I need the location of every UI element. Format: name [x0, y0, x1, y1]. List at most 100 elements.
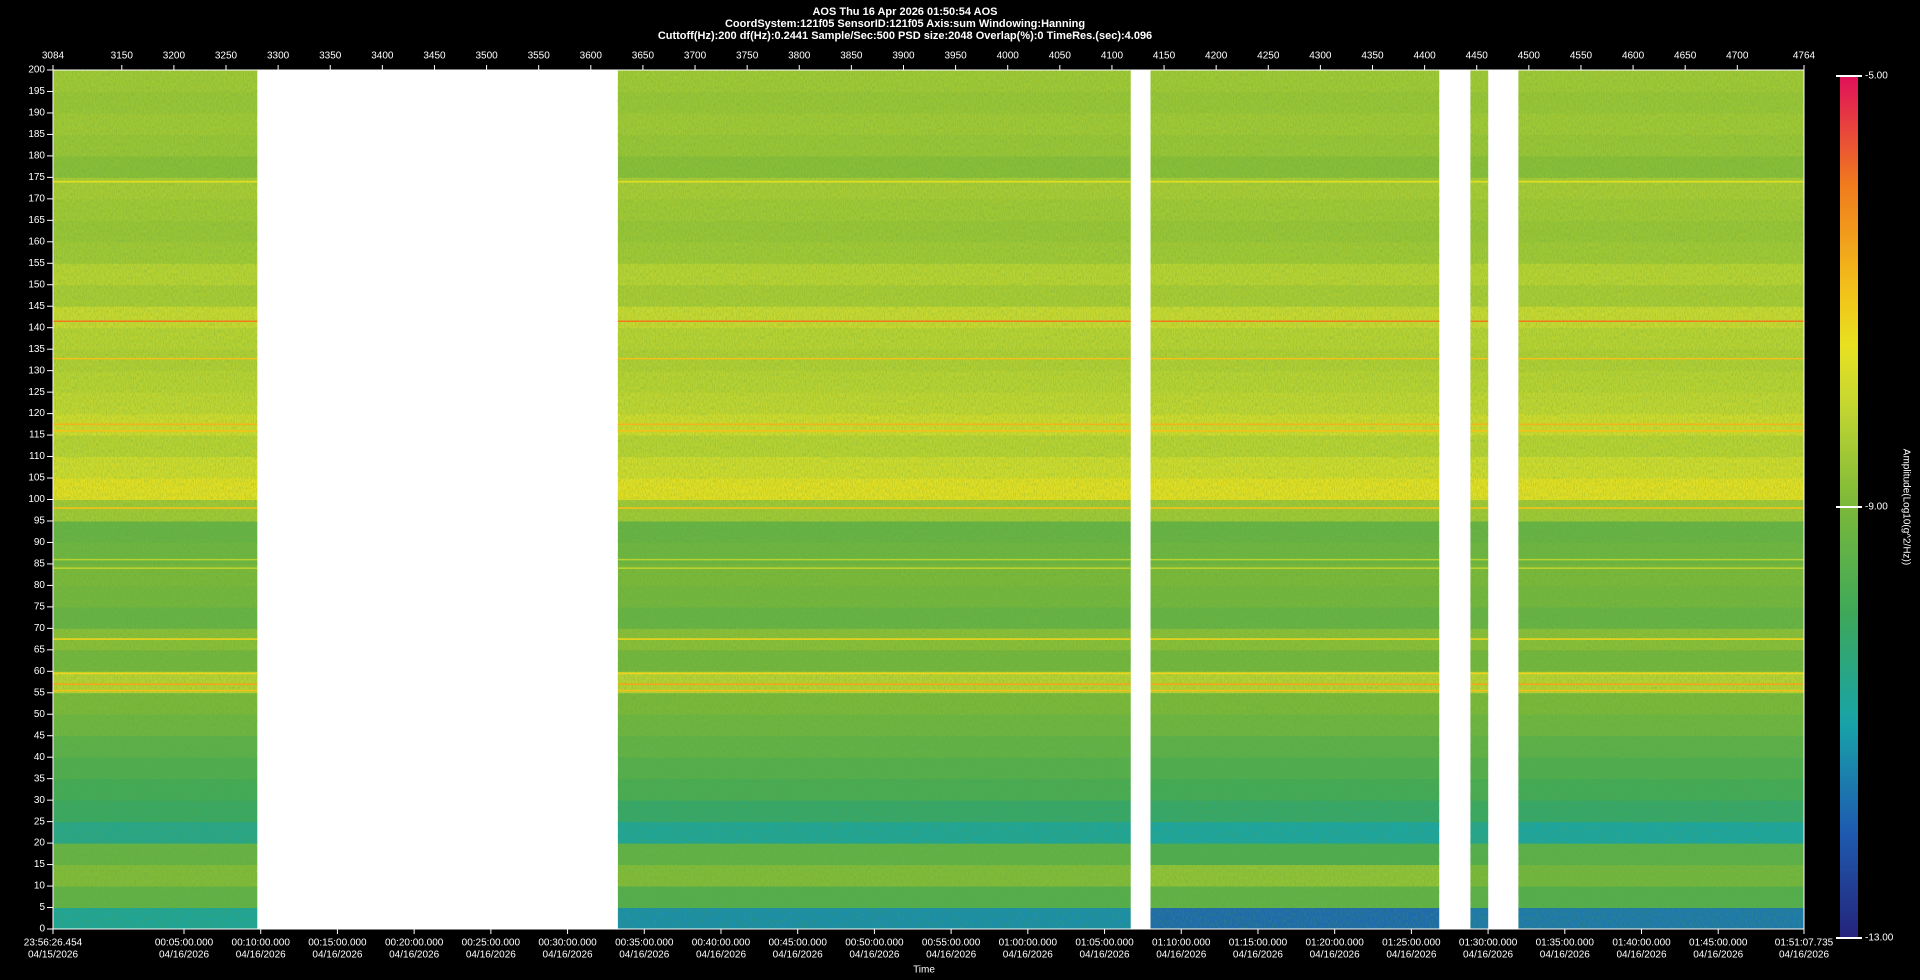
data-column	[53, 70, 258, 930]
colorbar-tick-label: -5.00	[1865, 71, 1888, 82]
x-tick-label: 3750	[736, 51, 759, 62]
colorbar-tick-label: -13.00	[1865, 933, 1894, 944]
time-tick-date: 04/16/2026	[1003, 950, 1053, 961]
time-tick-label: 00:25:00.000	[462, 938, 521, 949]
time-tick-label: 00:55:00.000	[922, 938, 981, 949]
y-tick-label: 20	[34, 838, 46, 849]
x-tick-label: 3650	[632, 51, 655, 62]
time-tick-label: 01:35:00.000	[1536, 938, 1595, 949]
time-tick-label: 00:05:00.000	[155, 938, 214, 949]
y-tick-label: 25	[34, 816, 46, 827]
y-tick-label: 125	[28, 387, 45, 398]
time-tick-label: 01:00:00.000	[999, 938, 1058, 949]
x-tick-label: 4000	[997, 51, 1020, 62]
x-axis-title: Time	[913, 965, 935, 976]
time-tick-label: 01:10:00.000	[1152, 938, 1211, 949]
time-tick-date: 04/16/2026	[1080, 950, 1130, 961]
y-tick-label: 10	[34, 881, 46, 892]
y-tick-label: 60	[34, 666, 46, 677]
time-tick-date: 04/16/2026	[1693, 950, 1743, 961]
time-tick-label: 01:45:00.000	[1689, 938, 1748, 949]
x-tick-label: 3800	[788, 51, 811, 62]
colorbar-title: Amplitude(Log10(g^2/Hz))	[1900, 449, 1911, 565]
x-tick-label: 4764	[1793, 51, 1816, 62]
y-tick-label: 180	[28, 151, 45, 162]
y-tick-label: 30	[34, 795, 46, 806]
x-tick-label: 4500	[1518, 51, 1541, 62]
y-tick-label: 65	[34, 644, 46, 655]
y-tick-label: 80	[34, 580, 46, 591]
y-tick-label: 70	[34, 623, 46, 634]
x-tick-label: 3550	[528, 51, 551, 62]
x-tick-label: 4450	[1466, 51, 1489, 62]
header-line: CoordSystem:121f05 SensorID:121f05 Axis:…	[725, 18, 1085, 30]
data-column	[617, 70, 1131, 930]
time-tick-label: 01:25:00.000	[1382, 938, 1441, 949]
time-tick-label: 00:35:00.000	[615, 938, 674, 949]
x-tick-label: 4100	[1101, 51, 1124, 62]
time-tick-date: 04/16/2026	[619, 950, 669, 961]
time-tick-date: 04/15/2026	[28, 950, 78, 961]
x-tick-label: 3400	[371, 51, 394, 62]
noise-texture	[53, 70, 258, 929]
y-tick-label: 55	[34, 687, 46, 698]
time-tick-date: 04/16/2026	[773, 950, 823, 961]
y-tick-label: 45	[34, 730, 46, 741]
time-tick-date: 04/16/2026	[236, 950, 286, 961]
y-tick-label: 175	[28, 172, 45, 183]
time-tick-label: 00:50:00.000	[845, 938, 904, 949]
time-tick-label: 01:15:00.000	[1229, 938, 1288, 949]
noise-texture	[617, 70, 1131, 929]
x-tick-label: 3900	[892, 51, 915, 62]
data-column	[1470, 70, 1489, 930]
y-tick-label: 130	[28, 365, 45, 376]
y-tick-label: 170	[28, 193, 45, 204]
y-tick-label: 190	[28, 108, 45, 119]
x-tick-label: 4350	[1361, 51, 1384, 62]
time-tick-label: 00:20:00.000	[385, 938, 444, 949]
x-tick-label: 4200	[1205, 51, 1228, 62]
time-tick-label: 23:56:26.454	[24, 938, 83, 949]
x-tick-label: 3700	[684, 51, 707, 62]
y-tick-label: 110	[29, 451, 45, 462]
noise-texture	[1470, 70, 1489, 929]
y-tick-label: 95	[34, 516, 46, 527]
y-tick-label: 145	[28, 301, 45, 312]
time-tick-label: 01:30:00.000	[1459, 938, 1518, 949]
y-tick-label: 40	[34, 752, 46, 763]
y-tick-label: 5	[39, 902, 45, 913]
x-tick-label: 4300	[1309, 51, 1332, 62]
time-tick-date: 04/16/2026	[849, 950, 899, 961]
y-tick-label: 35	[34, 773, 46, 784]
y-tick-label: 120	[28, 408, 45, 419]
time-tick-label: 00:15:00.000	[308, 938, 367, 949]
time-tick-date: 04/16/2026	[159, 950, 209, 961]
y-tick-label: 115	[29, 430, 45, 441]
time-tick-date: 04/16/2026	[926, 950, 976, 961]
time-tick-date: 04/16/2026	[696, 950, 746, 961]
time-tick-date: 04/16/2026	[1779, 950, 1829, 961]
time-tick-date: 04/16/2026	[543, 950, 593, 961]
y-tick-label: 105	[28, 473, 45, 484]
y-tick-label: 135	[28, 344, 45, 355]
x-tick-label: 4250	[1257, 51, 1280, 62]
x-tick-label: 4050	[1049, 51, 1072, 62]
time-tick-date: 04/16/2026	[1386, 950, 1436, 961]
time-tick-label: 01:51:07.735	[1775, 938, 1834, 949]
plot-frame	[52, 69, 1805, 930]
time-tick-label: 00:30:00.000	[538, 938, 597, 949]
data-column	[1150, 70, 1440, 930]
y-tick-label: 50	[34, 709, 46, 720]
x-tick-label: 3150	[111, 51, 134, 62]
y-tick-label: 150	[28, 279, 45, 290]
noise-texture	[1518, 70, 1804, 929]
time-tick-date: 04/16/2026	[466, 950, 516, 961]
header-line: AOS Thu 16 Apr 2026 01:50:54 AOS	[812, 6, 997, 18]
y-tick-label: 0	[39, 924, 45, 935]
y-tick-label: 165	[28, 215, 45, 226]
y-tick-label: 200	[28, 65, 45, 76]
x-tick-label: 4700	[1726, 51, 1749, 62]
x-tick-label: 3084	[42, 51, 65, 62]
time-tick-label: 01:20:00.000	[1305, 938, 1364, 949]
time-tick-label: 01:05:00.000	[1075, 938, 1134, 949]
